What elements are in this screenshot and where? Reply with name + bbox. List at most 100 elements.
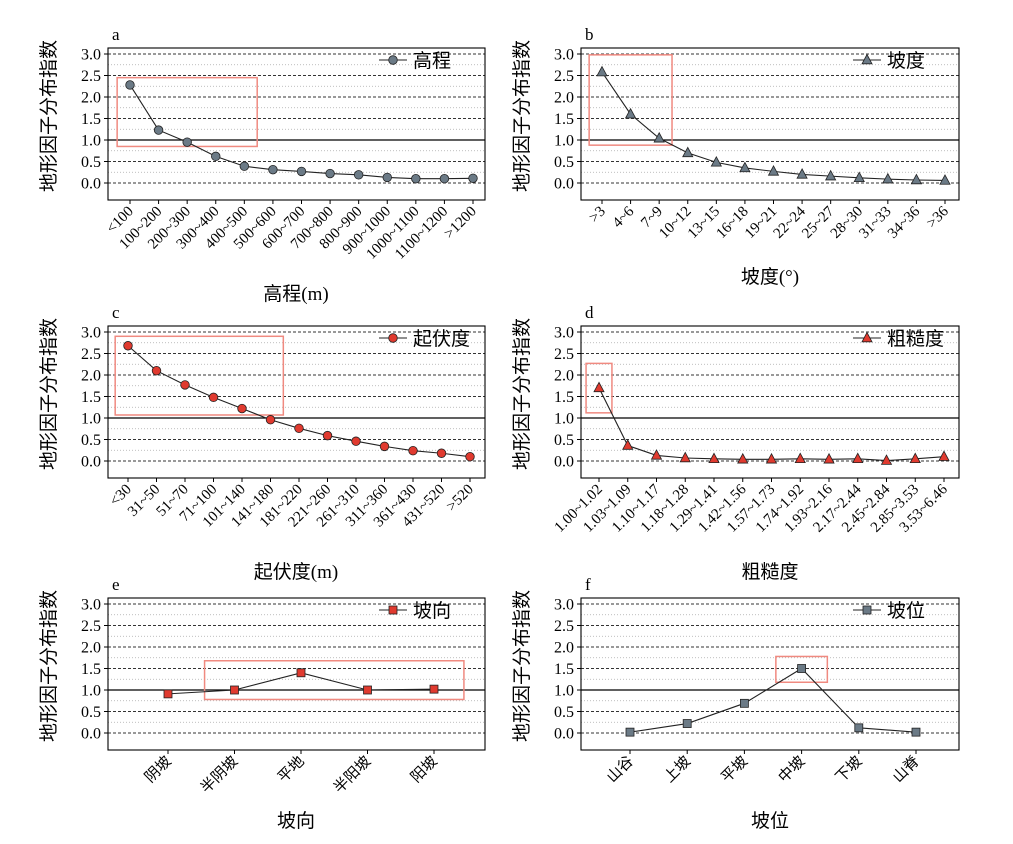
x-tick-label: 28~30 bbox=[828, 204, 866, 242]
y-tick-label: 0.0 bbox=[81, 726, 101, 743]
series-line bbox=[601, 71, 946, 181]
chart-panel-d: 3.02.52.01.51.00.50.0地形因子分布指数d1.00~1.021… bbox=[511, 303, 960, 583]
chart-panel-f: 3.0 2.5 2.0 1.5 1.0 0.5 0.0 地形因子分布指数 f 山谷 上坡 平坡 中坡 下坡… bbox=[511, 575, 960, 832]
y-tick-label: 3.0 bbox=[81, 597, 101, 614]
data-point bbox=[882, 172, 894, 184]
data-point bbox=[322, 430, 333, 441]
data-point bbox=[853, 171, 865, 183]
y-axis-label: 地形因子分布指数 bbox=[511, 40, 533, 192]
data-point bbox=[468, 173, 478, 183]
data-point bbox=[363, 685, 372, 695]
legend-marker bbox=[862, 605, 872, 615]
data-point bbox=[408, 445, 418, 456]
y-tick-label: 3.0 bbox=[554, 325, 574, 342]
data-point bbox=[938, 450, 950, 461]
x-tick-label: 阳坡 bbox=[408, 753, 441, 786]
x-tick-label: 平坡 bbox=[718, 753, 751, 786]
y-axis-label: 地形因子分布指数 bbox=[511, 590, 533, 742]
data-point bbox=[767, 165, 780, 176]
data-point bbox=[163, 689, 173, 699]
series-line bbox=[598, 387, 945, 462]
legend-marker bbox=[388, 333, 398, 343]
x-tick-label: 中坡 bbox=[775, 753, 808, 786]
x-tick-label: 山谷 bbox=[604, 753, 637, 786]
y-tick-label: 0.5 bbox=[81, 154, 101, 171]
x-tick-label: >36 bbox=[924, 203, 952, 231]
data-point bbox=[465, 452, 475, 462]
data-point bbox=[852, 452, 864, 464]
data-point bbox=[710, 156, 723, 167]
panel-label: f bbox=[585, 575, 591, 594]
data-point bbox=[125, 80, 135, 90]
data-point bbox=[624, 107, 637, 119]
x-tick-label: 19~21 bbox=[742, 204, 780, 242]
x-axis-label: 高程(m) bbox=[263, 283, 328, 305]
data-point bbox=[123, 341, 133, 351]
x-tick-label: 16~18 bbox=[713, 204, 751, 242]
y-tick-label: 1.5 bbox=[554, 389, 574, 406]
data-point bbox=[739, 161, 751, 173]
chart-panel-c: 3.02.52.01.51.00.50.0地形因子分布指数c<3031~5051… bbox=[38, 303, 486, 583]
data-point bbox=[353, 170, 364, 180]
y-tick-label: 0.0 bbox=[81, 454, 101, 471]
data-point bbox=[650, 449, 663, 460]
y-tick-label: 1.0 bbox=[554, 683, 574, 700]
y-tick-label: 1.5 bbox=[81, 111, 101, 128]
y-tick-label: 2.5 bbox=[554, 346, 574, 363]
data-point bbox=[325, 168, 335, 179]
y-tick-label: 0.0 bbox=[81, 176, 101, 193]
legend-marker bbox=[861, 331, 873, 343]
series-line bbox=[629, 667, 917, 733]
data-point bbox=[211, 151, 221, 162]
y-tick-label: 0.5 bbox=[554, 704, 574, 721]
panel-label: a bbox=[112, 25, 120, 44]
data-point bbox=[653, 131, 665, 143]
data-point bbox=[294, 423, 304, 434]
data-point bbox=[596, 65, 608, 77]
data-point bbox=[268, 164, 278, 175]
y-axis-label: 地形因子分布指数 bbox=[38, 590, 60, 742]
data-point bbox=[180, 380, 190, 390]
plot-frame bbox=[107, 597, 486, 751]
y-axis-label: 地形因子分布指数 bbox=[38, 40, 60, 192]
data-point bbox=[910, 173, 923, 185]
data-point bbox=[593, 381, 605, 393]
panel-label: d bbox=[585, 303, 594, 322]
plot-frame bbox=[107, 325, 486, 479]
data-point bbox=[708, 452, 720, 464]
highlight-box bbox=[116, 76, 258, 148]
y-tick-label: 2.5 bbox=[81, 68, 101, 85]
highlight-box bbox=[585, 362, 613, 414]
data-point bbox=[911, 727, 921, 737]
y-tick-label: 0.5 bbox=[554, 432, 574, 449]
plot-frame bbox=[580, 47, 960, 201]
y-tick-label: 1.0 bbox=[81, 683, 101, 700]
legend-marker bbox=[861, 53, 873, 65]
x-tick-label: 13~15 bbox=[685, 204, 723, 242]
y-tick-label: 0.5 bbox=[81, 432, 101, 449]
data-point bbox=[682, 719, 692, 728]
data-point bbox=[939, 174, 951, 185]
data-point bbox=[622, 439, 634, 450]
chart-panel-a: 3.02.52.01.51.00.50.0地形因子分布指数a<100100~20… bbox=[38, 25, 486, 305]
y-tick-label: 1.5 bbox=[81, 389, 101, 406]
data-point bbox=[794, 452, 806, 464]
y-tick-label: 1.0 bbox=[81, 411, 101, 428]
data-point bbox=[296, 668, 306, 678]
legend-label: 起伏度 bbox=[413, 328, 470, 350]
y-tick-label: 1.0 bbox=[81, 133, 101, 150]
data-point bbox=[880, 454, 893, 465]
y-tick-label: 2.0 bbox=[554, 368, 574, 385]
highlight-box bbox=[775, 655, 829, 684]
y-tick-label: 2.0 bbox=[81, 368, 101, 385]
y-axis-label: 地形因子分布指数 bbox=[511, 318, 533, 470]
x-axis-label: 坡向 bbox=[277, 810, 315, 832]
data-point bbox=[237, 403, 247, 414]
legend-label: 坡度 bbox=[887, 50, 925, 72]
highlight-box bbox=[588, 54, 673, 146]
highlight-box bbox=[114, 335, 285, 416]
y-tick-label: 2.0 bbox=[81, 90, 101, 107]
y-tick-label: 0.0 bbox=[554, 726, 574, 743]
data-point bbox=[265, 415, 276, 425]
